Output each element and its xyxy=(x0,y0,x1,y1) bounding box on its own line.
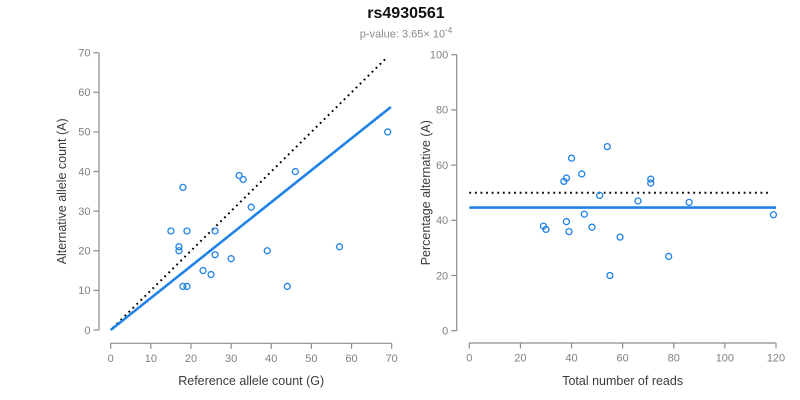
data-point xyxy=(580,210,588,218)
y-axis-title: Alternative allele count (A) xyxy=(55,118,69,264)
data-point xyxy=(647,175,655,183)
x-tick-label: 40 xyxy=(265,353,277,365)
data-point xyxy=(247,203,255,211)
data-point xyxy=(179,282,187,291)
data-point xyxy=(665,252,673,261)
data-point xyxy=(227,255,235,263)
y-tick-label: 60 xyxy=(78,87,90,99)
data-point xyxy=(175,243,183,251)
identity-line xyxy=(112,56,388,329)
data-point xyxy=(685,198,693,207)
data-point xyxy=(616,233,624,241)
x-tick-label: 40 xyxy=(565,353,577,365)
y-tick-label: 70 xyxy=(78,48,90,60)
data-point xyxy=(183,282,191,291)
x-tick-label: 60 xyxy=(617,353,629,365)
data-point xyxy=(167,227,175,235)
data-point xyxy=(183,227,191,235)
x-tick-label: 10 xyxy=(145,353,157,365)
data-point xyxy=(211,251,219,259)
data-point xyxy=(542,225,550,234)
fit-line xyxy=(109,105,392,332)
y-tick-label: 60 xyxy=(436,160,448,172)
data-point xyxy=(283,282,291,291)
x-axis-title: Total number of reads xyxy=(562,374,683,388)
data-point xyxy=(291,167,300,176)
scatter-panel-1: 0 10 20 30 40 50 60 70 0 10 20 30 40 50 60 70 Reference … xyxy=(55,48,398,388)
y-tick-label: 30 xyxy=(78,206,90,218)
x-tick-label: 60 xyxy=(345,353,357,365)
data-point xyxy=(239,175,247,184)
data-point xyxy=(207,270,215,279)
data-point xyxy=(588,223,596,231)
data-point xyxy=(335,243,344,251)
y-tick-label: 0 xyxy=(84,325,90,337)
y-axis-title: Percentage alternative (A) xyxy=(419,120,433,265)
x-tick-label: 20 xyxy=(514,353,526,365)
data-point xyxy=(578,170,586,178)
data-point xyxy=(647,179,655,187)
data-point xyxy=(235,171,243,180)
y-tick-label: 0 xyxy=(442,326,448,338)
x-tick-label: 100 xyxy=(716,353,734,365)
data-point xyxy=(560,177,568,186)
data-point xyxy=(211,227,219,235)
data-point xyxy=(179,183,187,192)
y-tick-label: 100 xyxy=(430,50,448,62)
x-axis-title: Reference allele count (G) xyxy=(178,374,324,388)
data-point xyxy=(606,271,614,280)
x-tick-label: 80 xyxy=(668,353,680,365)
y-tick-label: 40 xyxy=(78,166,90,178)
y-tick-label: 50 xyxy=(78,127,90,139)
x-tick-label: 0 xyxy=(108,353,114,365)
data-point xyxy=(384,128,392,136)
data-point xyxy=(263,247,271,255)
x-tick-label: 20 xyxy=(185,353,197,365)
y-tick-label: 10 xyxy=(78,285,90,297)
scatter-panel-2: 0 20 40 60 80 100 0 20 40 60 80 100 120 Total number … xyxy=(419,50,785,389)
data-point xyxy=(603,142,611,151)
y-tick-label: 20 xyxy=(436,270,448,282)
data-point xyxy=(595,191,604,200)
x-tick-label: 70 xyxy=(386,353,398,365)
data-point xyxy=(562,218,571,226)
y-tick-label: 20 xyxy=(78,246,90,258)
x-tick-label: 50 xyxy=(305,353,317,365)
data-point xyxy=(175,247,183,255)
y-tick-label: 40 xyxy=(436,215,448,227)
data-point xyxy=(769,211,778,219)
data-point xyxy=(565,227,573,236)
data-point xyxy=(199,266,207,275)
x-tick-label: 0 xyxy=(466,353,472,365)
x-tick-label: 120 xyxy=(767,353,785,365)
x-tick-label: 30 xyxy=(225,353,237,365)
data-point xyxy=(634,197,642,205)
y-tick-label: 80 xyxy=(436,105,448,117)
data-point xyxy=(567,154,576,162)
